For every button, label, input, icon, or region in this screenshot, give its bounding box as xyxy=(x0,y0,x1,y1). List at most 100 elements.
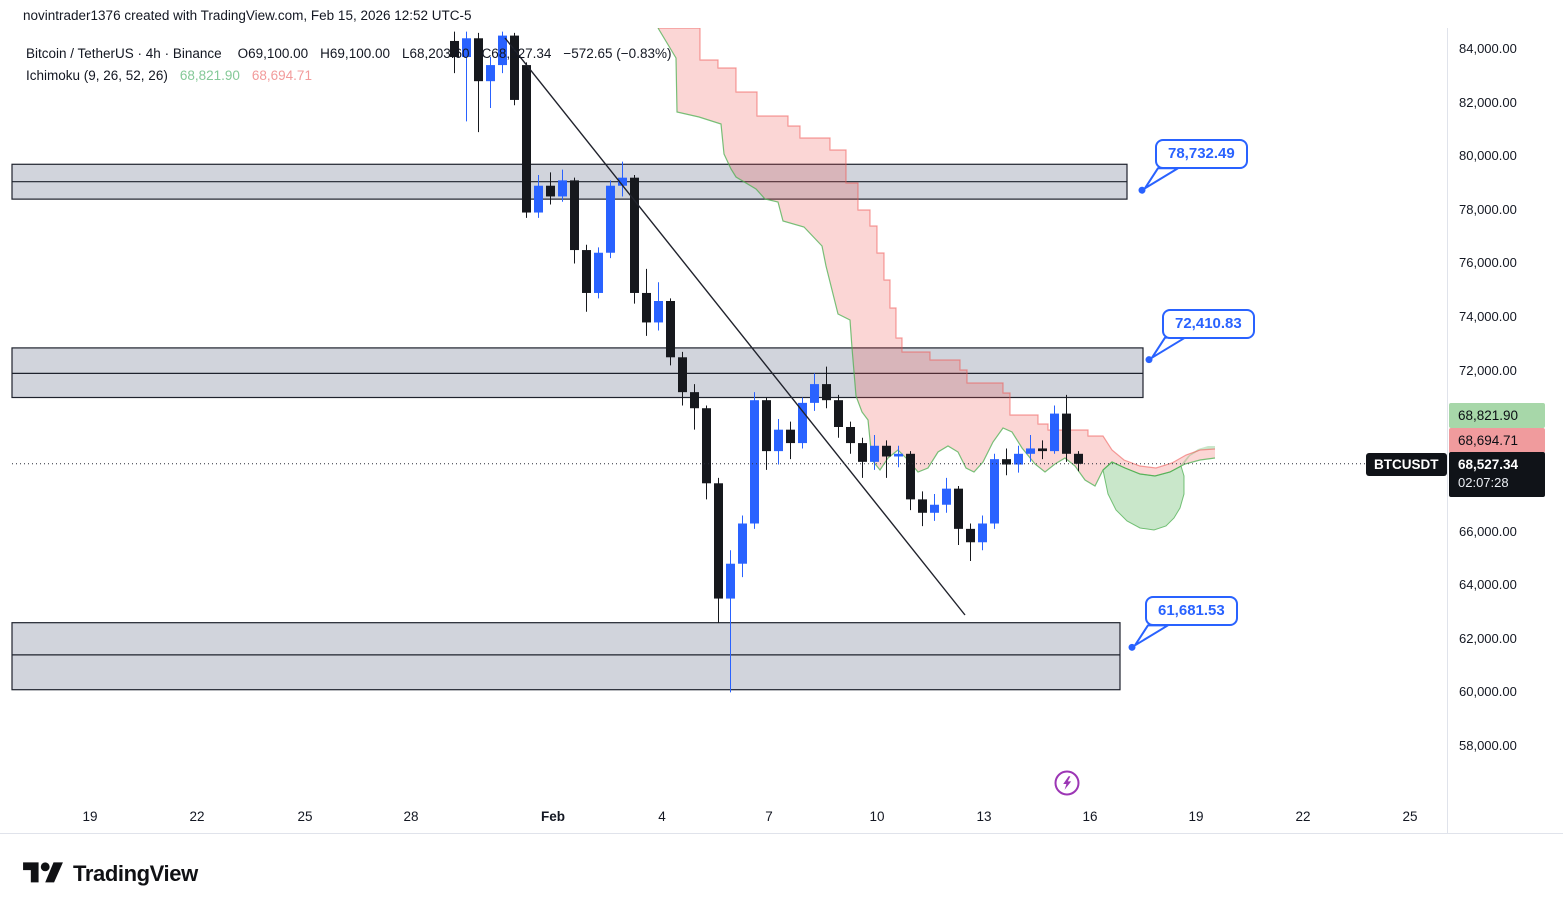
candle-up xyxy=(810,384,819,403)
time-axis-label: 22 xyxy=(1295,809,1311,824)
price-axis-label: 66,000.00 xyxy=(1459,523,1517,539)
candle-down xyxy=(510,35,519,100)
time-axis[interactable]: 19 22 25 28 Feb 4 7 10 13 16 19 22 25 xyxy=(0,802,1447,832)
candle-down xyxy=(1074,453,1083,464)
tradingview-logo[interactable]: TradingView xyxy=(23,858,198,889)
ichimoku-green-axis-label: 68,821.90 xyxy=(1449,403,1545,428)
ichimoku-red-value: 68,694.71 xyxy=(251,68,312,83)
candle-down xyxy=(678,357,687,393)
time-axis-label: 25 xyxy=(1402,809,1418,824)
candle-up xyxy=(606,185,615,253)
candle-down xyxy=(858,443,867,462)
candle-down xyxy=(846,426,855,444)
quick-trade-button[interactable] xyxy=(1053,769,1081,797)
candle-down xyxy=(966,528,975,543)
time-axis-label: 19 xyxy=(1188,809,1204,824)
lightning-icon xyxy=(1054,770,1080,796)
time-axis-label: 28 xyxy=(403,809,419,824)
candle-down xyxy=(642,292,651,323)
candle-up xyxy=(1026,448,1035,454)
symbol-legend-row[interactable]: Bitcoin / TetherUS · 4h · Binance O69,100… xyxy=(26,43,683,65)
price-callout-61681[interactable]: 61,681.53 xyxy=(1145,596,1238,627)
ohlc-high: H69,100.00 xyxy=(320,46,390,61)
last-price-axis-label: 68,527.34 02:07:28 xyxy=(1449,452,1545,497)
price-axis-label: 62,000.00 xyxy=(1459,630,1517,646)
price-axis-border xyxy=(1447,28,1448,833)
candle-up xyxy=(930,504,939,513)
price-axis-label: 60,000.00 xyxy=(1459,684,1517,700)
candle-down xyxy=(906,453,915,500)
indicator-legend-row[interactable]: Ichimoku (9, 26, 52, 26) 68,821.90 68,694.… xyxy=(26,65,683,87)
symbol-title: Bitcoin / TetherUS · 4h · Binance xyxy=(26,46,222,61)
ohlc-low: L68,203.60 xyxy=(401,46,470,61)
callout-tail xyxy=(1144,167,1179,190)
candle-up xyxy=(750,400,759,524)
ichimoku-cloud-green-sliver xyxy=(1180,446,1215,466)
plot-area[interactable] xyxy=(11,28,1216,693)
candle-down xyxy=(474,38,483,82)
time-axis-label: 7 xyxy=(765,809,773,824)
price-axis-label: 76,000.00 xyxy=(1459,255,1517,271)
candle-down xyxy=(546,185,555,197)
candle-down xyxy=(1038,448,1047,452)
bar-countdown: 02:07:28 xyxy=(1458,475,1509,490)
time-axis-label: 19 xyxy=(82,809,98,824)
candle-up xyxy=(870,445,879,462)
price-axis-label: 80,000.00 xyxy=(1459,148,1517,164)
ichimoku-red-axis-label: 68,694.71 xyxy=(1449,428,1545,453)
time-axis-label: Feb xyxy=(540,809,565,824)
candle-up xyxy=(594,252,603,293)
candle-up xyxy=(1050,413,1059,452)
attribution-text: novintrader1376 created with TradingView… xyxy=(23,8,472,23)
price-axis-label: 82,000.00 xyxy=(1459,94,1517,110)
candle-up xyxy=(738,523,747,564)
time-axis-label: 10 xyxy=(869,809,885,824)
candle-down xyxy=(918,499,927,513)
candle-down xyxy=(690,392,699,409)
candle-up xyxy=(534,185,543,213)
price-axis-label: 84,000.00 xyxy=(1459,41,1517,56)
candle-down xyxy=(834,400,843,427)
candle-down xyxy=(714,483,723,599)
ichimoku-cloud-pink xyxy=(658,28,1215,486)
ohlc-open: O69,100.00 xyxy=(237,46,309,61)
price-callout-78732[interactable]: 78,732.49 xyxy=(1155,139,1248,170)
price-change: −572.65 (−0.83%) xyxy=(563,46,672,61)
supply-demand-zone[interactable] xyxy=(11,347,1144,399)
candle-down xyxy=(1062,413,1071,454)
callout-anchor-dot xyxy=(1145,356,1153,364)
candle-up xyxy=(726,563,735,599)
descending-trendline[interactable] xyxy=(504,37,966,616)
candle-up xyxy=(1014,453,1023,465)
time-axis-label: 25 xyxy=(297,809,313,824)
ohlc-close: C68,527.34 xyxy=(481,46,552,61)
candle-down xyxy=(822,384,831,401)
candle-up xyxy=(654,300,663,323)
time-axis-label: 16 xyxy=(1082,809,1098,824)
candle-up xyxy=(618,177,627,186)
candle-up xyxy=(498,35,507,66)
symbol-price-tag[interactable]: BTCUSDT xyxy=(1366,453,1447,476)
supply-demand-zone[interactable] xyxy=(11,622,1121,691)
last-price-value: 68,527.34 xyxy=(1458,457,1519,472)
senkou-span-b-line xyxy=(657,28,1216,487)
candle-up xyxy=(942,488,951,505)
price-axis-label: 64,000.00 xyxy=(1459,577,1517,593)
price-callout-72410[interactable]: 72,410.83 xyxy=(1162,308,1255,339)
candle-up xyxy=(894,453,903,457)
ichimoku-green-value: 68,821.90 xyxy=(179,68,240,83)
candle-down xyxy=(882,445,891,457)
candle-up xyxy=(774,429,783,452)
candle-down xyxy=(450,40,459,58)
tradingview-logo-text: TradingView xyxy=(73,860,198,886)
candle-up xyxy=(978,523,987,543)
price-axis-label: 58,000.00 xyxy=(1459,738,1517,753)
time-axis-label: 22 xyxy=(189,809,205,824)
candle-down xyxy=(762,400,771,452)
callout-anchor-dot xyxy=(1128,643,1136,651)
time-axis-label: 13 xyxy=(976,809,992,824)
callout-tail xyxy=(1134,624,1169,647)
candle-down xyxy=(522,65,531,213)
